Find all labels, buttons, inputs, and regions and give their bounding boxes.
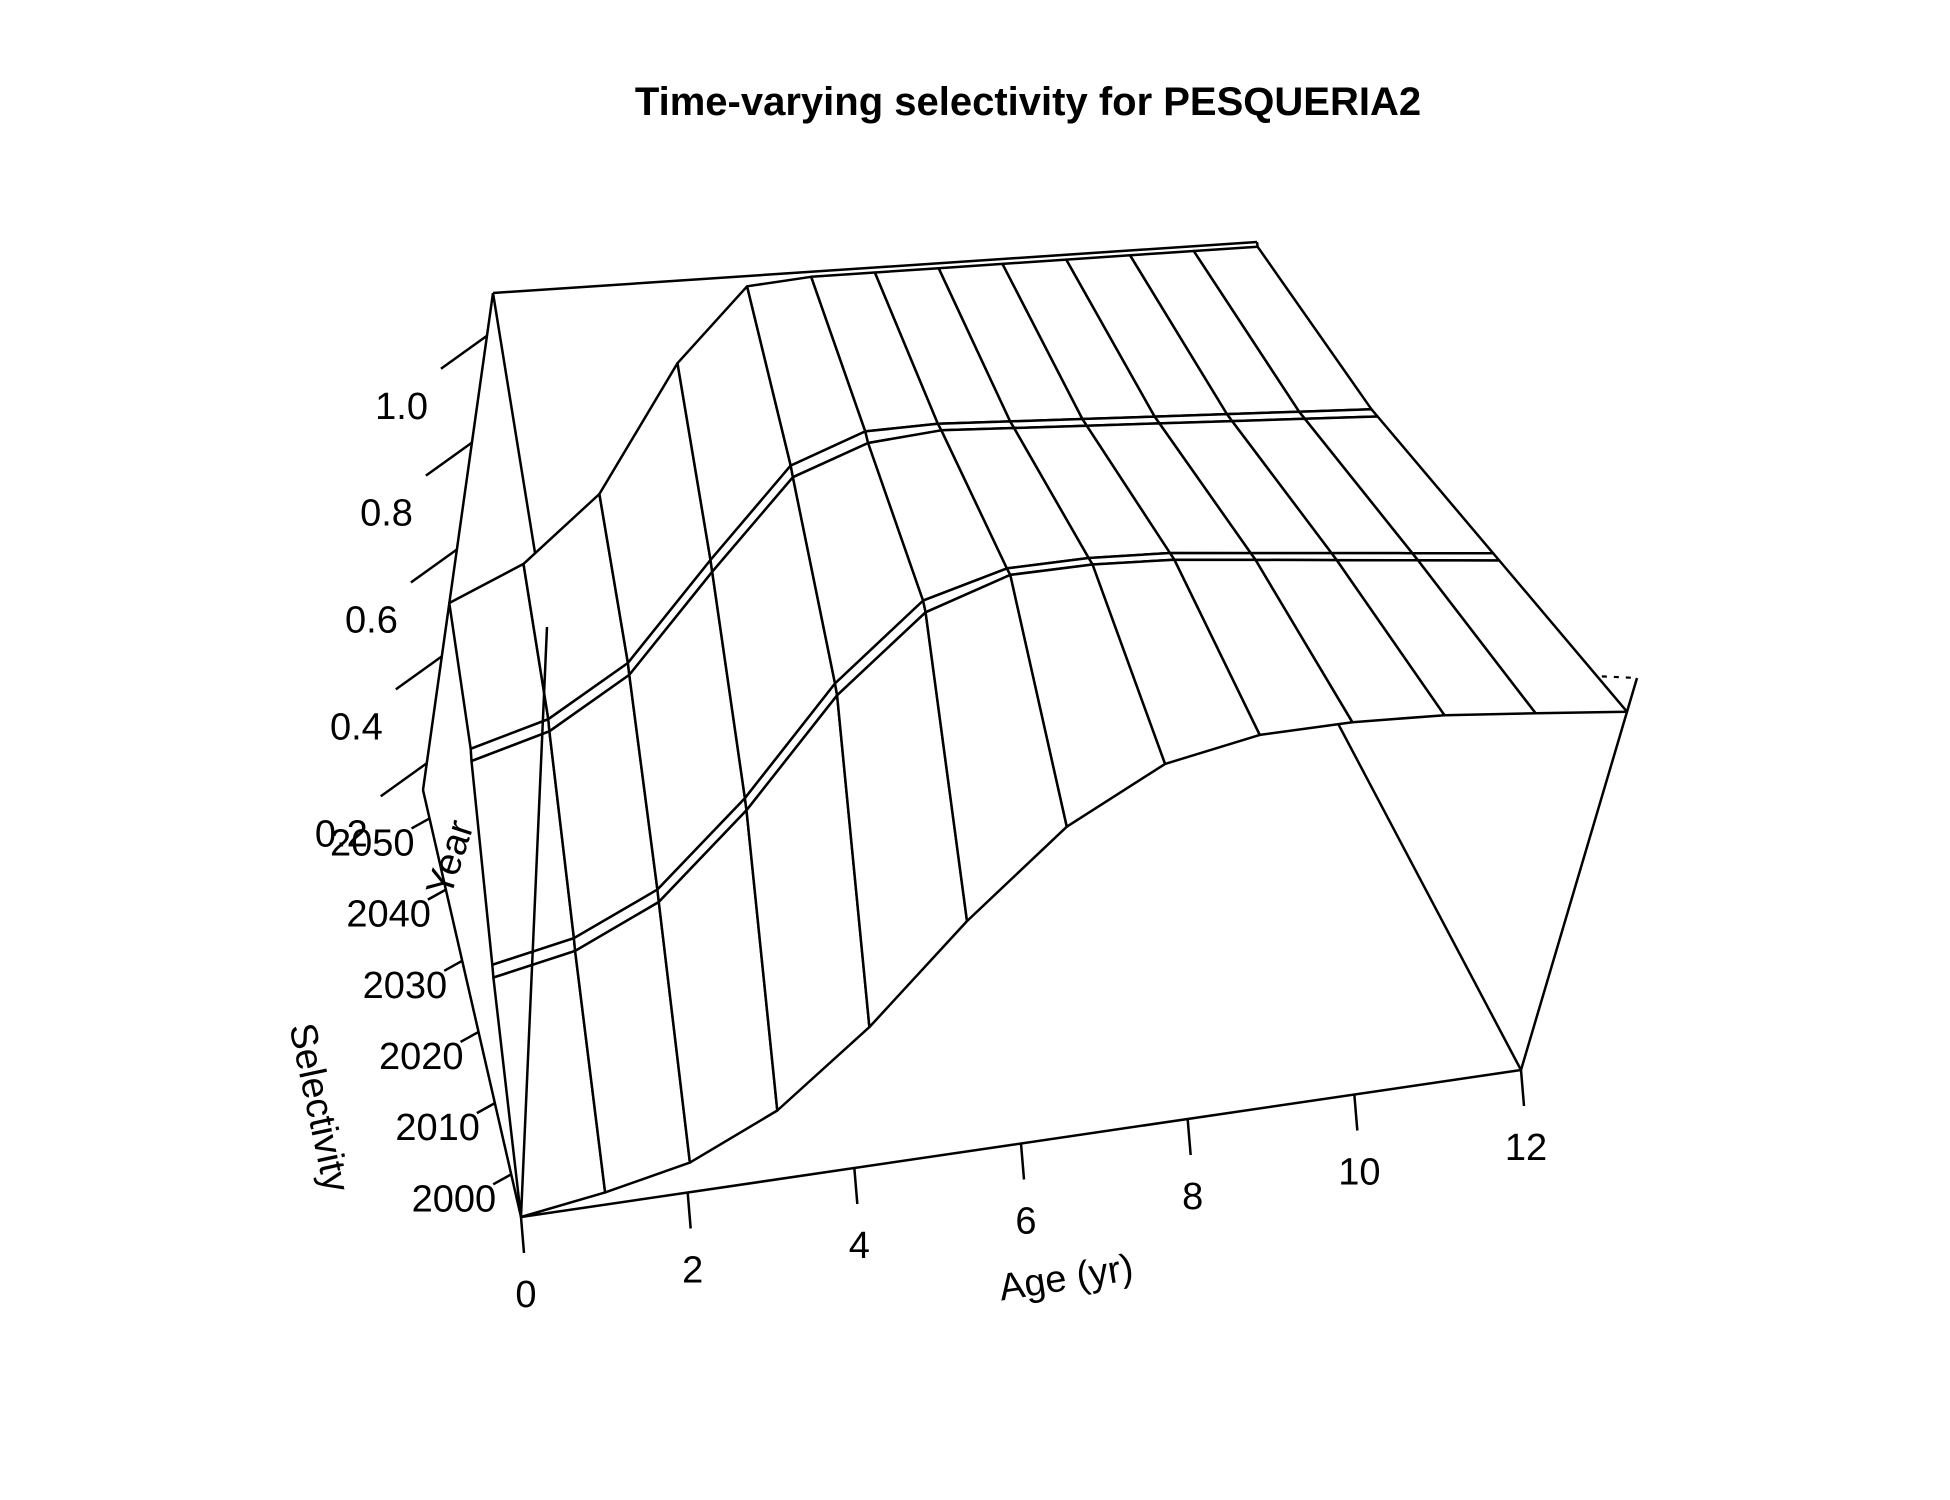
age-tick-label: 8: [1182, 1176, 1203, 1218]
age-tick-label: 2: [682, 1250, 703, 1292]
year-tick-mark: [476, 1102, 496, 1115]
year-tick-mark: [410, 817, 431, 830]
age-axis-label: Age (yr): [996, 1247, 1136, 1310]
age-tick-mark: [1353, 1094, 1359, 1131]
year-tick-label: 2040: [346, 894, 431, 936]
selectivity-tick-label: 0.2: [315, 813, 368, 855]
year-tick-label: 2000: [412, 1178, 497, 1220]
selectivity-axis: 0.2 0.4 0.6 0.8 1.0: [315, 334, 488, 855]
box-edge: [492, 240, 1258, 295]
selectivity-tick-mark: [395, 655, 443, 691]
age-tick-label: 12: [1505, 1127, 1547, 1169]
age-tick-mark: [853, 1167, 859, 1205]
selectivity-tick-mark: [380, 762, 428, 798]
year-tick-label: 2030: [363, 965, 448, 1007]
age-tick-label: 4: [849, 1225, 870, 1267]
surface-facet: [1416, 559, 1629, 715]
selectivity-tick-mark: [440, 334, 488, 370]
selectivity-tick-mark: [410, 548, 458, 584]
selectivity-tick-mark: [425, 441, 473, 477]
box-edge: [421, 292, 495, 791]
age-tick-mark: [686, 1192, 692, 1229]
box-edge: [519, 626, 549, 1218]
year-tick-label: 2050: [330, 822, 415, 864]
age-tick-label: 10: [1338, 1152, 1380, 1194]
age-tick-label: 6: [1015, 1201, 1036, 1243]
box-edge: [1313, 679, 1523, 1071]
year-tick-label: 2020: [379, 1036, 464, 1078]
year-tick-mark: [459, 1030, 480, 1044]
age-tick-label: 0: [515, 1274, 536, 1316]
chart-title: Time-varying selectivity for PESQUERIA2: [635, 80, 1421, 124]
age-tick-mark: [1019, 1143, 1026, 1180]
year-tick-mark: [443, 959, 463, 972]
year-tick-mark: [427, 888, 447, 901]
box-edge: [421, 789, 523, 1218]
age-tick-mark: [519, 1216, 526, 1254]
selectivity-tick-label: 1.0: [375, 386, 428, 428]
year-tick-mark: [492, 1173, 512, 1186]
selectivity-tick-label: 0.6: [345, 600, 398, 642]
age-axis: 0 2 4 6 8 10 12: [515, 1069, 1547, 1316]
selectivity-axis-label: Selectivity: [280, 1019, 357, 1195]
selectivity-surface: [448, 245, 1629, 1219]
year-axis: 2000 2010 2020 2030 2040 2050: [330, 817, 512, 1220]
age-tick-mark: [1519, 1069, 1526, 1107]
box-edge: [1519, 677, 1639, 1071]
selectivity-tick-label: 0.4: [330, 706, 383, 748]
age-tick-mark: [1186, 1118, 1192, 1156]
selectivity-tick-label: 0.8: [360, 493, 413, 535]
year-axis-label: Year: [419, 815, 483, 901]
year-tick-label: 2010: [395, 1107, 480, 1149]
